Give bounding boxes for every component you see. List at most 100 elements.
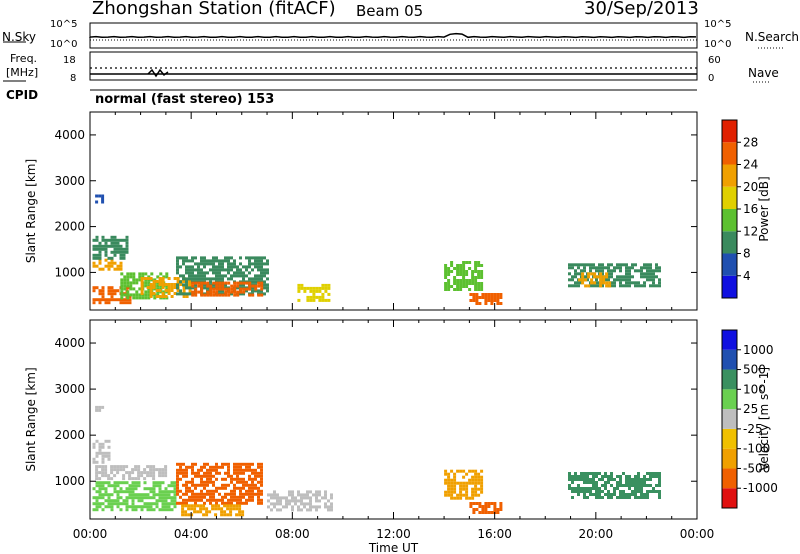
data-cell [206,286,209,290]
data-cell [584,284,588,288]
data-cell [254,284,258,288]
data-cell [309,502,312,506]
data-cell [215,268,218,272]
data-cell [315,490,318,494]
data-cell [643,275,646,279]
data-cell [239,462,242,466]
data-cell [480,282,484,285]
data-cell [143,502,147,506]
data-cell [215,462,218,466]
data-cell [499,502,503,505]
data-cell [605,284,609,288]
data-cell [205,513,209,517]
data-cell [107,301,111,305]
data-cell [161,292,165,295]
data-cell [119,301,123,305]
data-cell [170,496,174,500]
data-cell [607,278,610,282]
data-cell [288,502,291,506]
data-cell [254,471,257,475]
data-cell [655,263,658,267]
data-cell [480,481,484,485]
data-cell [191,498,194,502]
data-cell [123,284,127,288]
data-cell [152,502,156,506]
data-cell [126,293,130,297]
data-cell [477,270,481,273]
data-cell [631,275,634,279]
freq-trace-spike [147,68,169,78]
data-cell [649,472,652,475]
data-cell [215,256,218,260]
data-cell [218,471,221,475]
data-cell [193,507,197,511]
data-cell [209,498,212,502]
data-cell [170,484,174,488]
colorbar-swatch [722,186,737,209]
data-cell [137,471,141,475]
data-cell [156,275,160,279]
data-cell [251,286,254,290]
data-cell [649,266,652,270]
data-cell [206,271,209,275]
data-cell [197,492,200,496]
data-cell [459,282,463,285]
data-cell [223,510,227,514]
data-cell [119,298,123,302]
data-cell [236,286,239,290]
data-cell [224,492,227,496]
data-cell [646,478,649,481]
data-cell [110,477,114,481]
data-cell [324,493,327,497]
data-cell [132,287,136,291]
data-cell [122,490,126,494]
beam-label: Beam 05 [356,2,424,20]
data-cell [215,259,218,263]
data-cell [212,489,215,493]
data-cell [209,465,212,469]
data-cell [628,493,631,496]
data-cell [260,480,263,484]
data-cell [236,293,240,297]
data-cell [176,286,179,290]
data-cell [484,511,488,514]
data-cell [260,489,263,493]
data-cell [165,272,169,276]
data-cell [610,275,613,279]
data-cell [182,277,185,281]
data-cell [101,197,105,201]
data-cell [116,465,120,469]
data-cell [224,256,227,260]
data-cell [285,505,288,509]
data-cell [634,484,637,487]
data-cell [122,499,126,503]
data-cell [239,471,242,475]
x-tick-label: 12:00 [376,527,411,541]
data-cell [266,268,269,272]
data-cell [260,281,264,285]
data-cell [324,298,328,302]
data-cell [613,266,616,270]
data-cell [254,287,258,291]
data-cell [135,278,139,282]
data-cell [140,496,144,500]
data-cell [141,275,145,279]
data-cell [110,289,114,293]
data-cell [245,256,248,260]
data-cell [315,286,319,290]
colorbar-swatch [722,330,737,350]
data-cell [475,299,479,302]
data-cell [254,274,257,278]
data-cell [110,508,114,512]
data-cell [481,293,485,296]
data-cell [95,465,99,469]
data-cell [101,457,105,461]
data-cell [625,493,628,496]
data-cell [179,495,182,499]
data-cell [658,478,661,481]
data-cell [468,478,472,482]
data-cell [95,490,99,494]
data-cell [459,490,463,494]
data-cell [236,284,240,288]
data-cell [113,238,117,242]
